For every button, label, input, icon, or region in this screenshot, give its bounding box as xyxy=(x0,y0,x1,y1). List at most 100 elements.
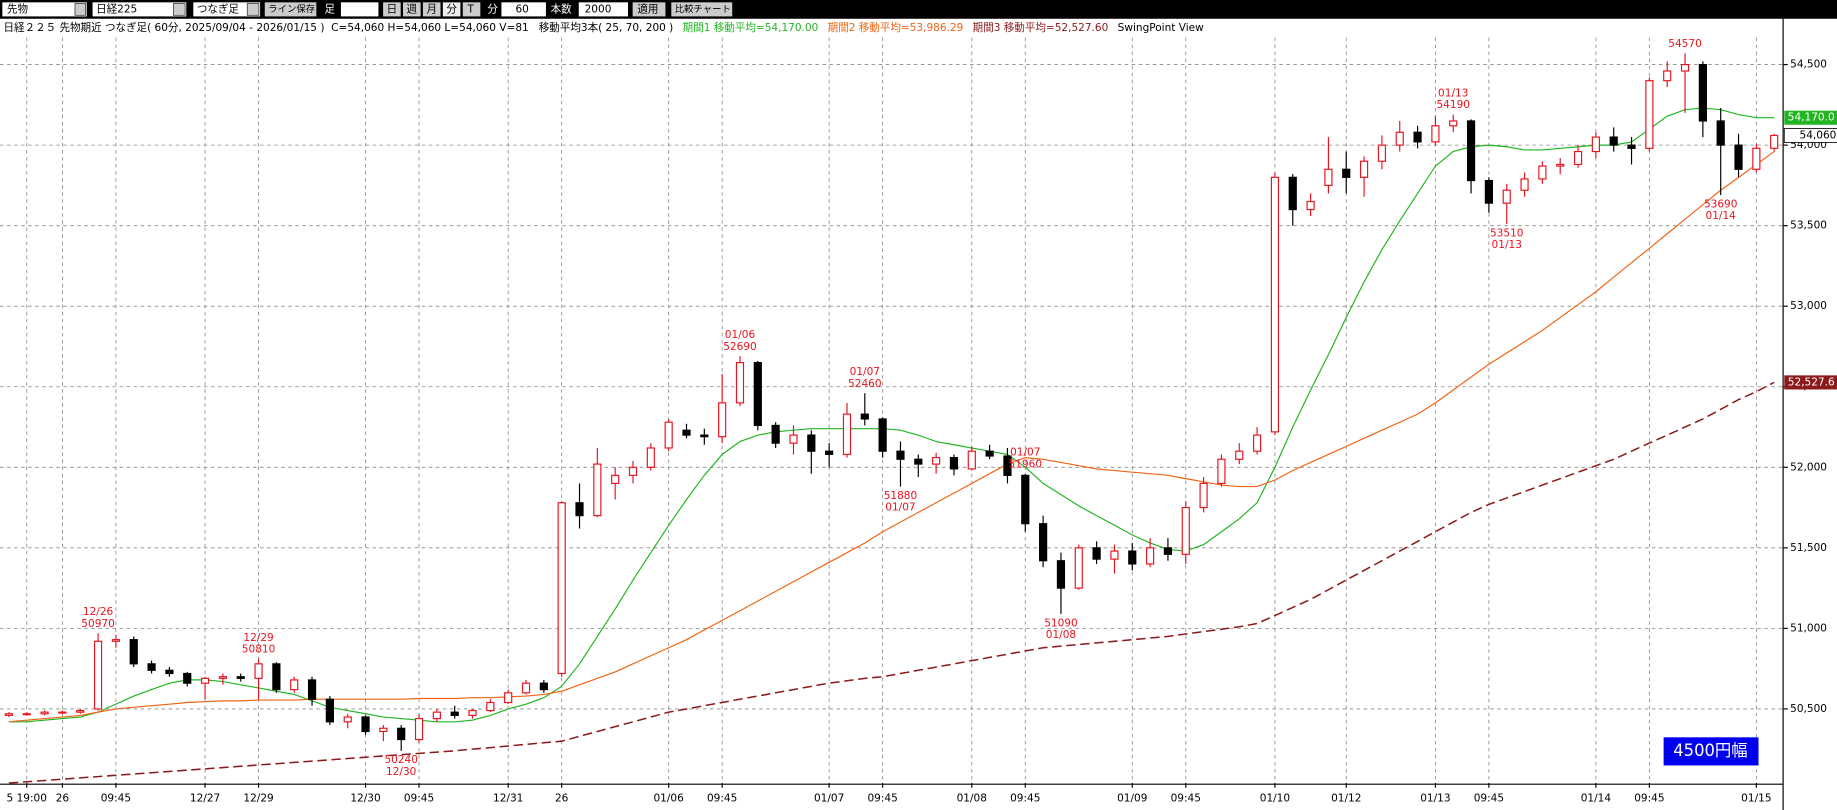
candle-body xyxy=(325,698,334,723)
candle-body xyxy=(1663,70,1672,82)
y-tick-label: 51,500 xyxy=(1790,542,1827,554)
candle-body xyxy=(664,421,673,449)
candle-body xyxy=(611,474,620,484)
swing-value: 51960 xyxy=(1009,458,1043,470)
candles xyxy=(4,53,1779,751)
x-tick-label: 01/15 xyxy=(1741,792,1771,804)
candle-body xyxy=(1342,168,1351,178)
candle-body xyxy=(1431,125,1440,143)
dropdown[interactable] xyxy=(74,3,86,16)
y-tick-label: 53,500 xyxy=(1790,220,1827,232)
save-button[interactable] xyxy=(264,2,317,17)
dropdown[interactable] xyxy=(246,3,260,16)
swing-value: 50240 xyxy=(384,754,418,766)
candle-body xyxy=(932,457,941,465)
candle-body xyxy=(1021,474,1030,525)
candle-body xyxy=(1573,150,1583,166)
candle-body xyxy=(593,463,602,517)
candle-body xyxy=(1217,458,1226,484)
x-tick-label: 09:45 xyxy=(101,792,131,804)
swing-date: 01/07 xyxy=(850,366,880,378)
candle-body xyxy=(111,639,121,642)
close-box xyxy=(1783,128,1837,143)
x-tick-label: 5 19:00 xyxy=(7,792,47,804)
week-button[interactable] xyxy=(403,2,421,17)
candle-body xyxy=(1591,136,1600,153)
x-tick-label: 01/08 xyxy=(957,792,987,804)
x-tick-label: 12/30 xyxy=(350,792,380,804)
x-tick-label: 01/13 xyxy=(1420,792,1450,804)
x-tick-label: 09:45 xyxy=(1634,792,1664,804)
x-tick-label: 09:45 xyxy=(404,792,434,804)
candle-body xyxy=(860,413,869,420)
candle-body xyxy=(22,713,31,716)
candle-body xyxy=(58,711,67,714)
candle-body xyxy=(914,458,923,465)
candle-body xyxy=(1449,120,1458,127)
axes: 50,50051,00051,50052,00052,50053,00053,5… xyxy=(7,59,1837,804)
mode-select[interactable] xyxy=(193,2,261,17)
y-tick-label: 53,000 xyxy=(1790,300,1827,312)
last-value-box xyxy=(1784,110,1837,125)
count-box[interactable] xyxy=(578,2,628,17)
candle-body xyxy=(236,676,245,679)
ma-line xyxy=(8,107,1775,723)
x-tick-label: 09:45 xyxy=(867,792,897,804)
candle-body xyxy=(1752,147,1761,170)
candle-body xyxy=(1627,144,1636,149)
symbol-select[interactable] xyxy=(92,2,187,17)
candle-body xyxy=(1377,144,1387,162)
candle-body xyxy=(1288,176,1297,211)
x-tick-label: 09:45 xyxy=(1010,792,1040,804)
candle-body xyxy=(967,450,976,470)
x-tick-label: 09:45 xyxy=(1474,792,1504,804)
candle-body xyxy=(682,429,691,436)
foot-box[interactable] xyxy=(340,2,379,17)
month-button[interactable] xyxy=(422,2,441,17)
minutes-box[interactable] xyxy=(501,2,546,17)
candle-body xyxy=(379,727,388,733)
swing-date: 01/07 xyxy=(1010,447,1040,459)
swing-date: 01/08 xyxy=(1046,629,1076,641)
swing-date: 01/06 xyxy=(725,329,756,341)
close-label: 54,060 xyxy=(1800,129,1837,141)
candle-body xyxy=(1252,434,1262,452)
y-tick-label: 54,500 xyxy=(1790,59,1827,71)
candle-body xyxy=(450,711,459,716)
candle-body xyxy=(1680,63,1690,72)
x-tick-label: 01/14 xyxy=(1581,792,1612,804)
candle-body xyxy=(165,669,174,675)
minute-button[interactable] xyxy=(442,2,461,17)
tick-button[interactable] xyxy=(462,2,481,17)
candle-body xyxy=(1716,120,1725,146)
apply-button[interactable] xyxy=(632,2,666,17)
x-tick-label: 09:45 xyxy=(707,792,737,804)
dropdown[interactable] xyxy=(173,3,186,16)
swing-value: 52690 xyxy=(723,341,757,353)
swing-value: 51090 xyxy=(1044,617,1078,629)
candle-body xyxy=(896,450,905,460)
candle-body xyxy=(361,716,370,733)
x-tick-label: 01/10 xyxy=(1260,792,1290,804)
legend-entry: 期間2 移動平均=53,986.29 xyxy=(828,21,964,34)
candle-body xyxy=(1181,506,1190,555)
day-button[interactable] xyxy=(383,2,401,17)
candle-body xyxy=(1074,547,1083,589)
range-badge: 4500円幅 xyxy=(1673,741,1747,760)
market-select[interactable] xyxy=(2,2,87,17)
y-tick-label: 51,000 xyxy=(1790,622,1827,634)
count: 2000 xyxy=(585,3,612,15)
save: ライン保存 xyxy=(268,3,315,15)
range-badge-box xyxy=(1663,737,1759,766)
candle-body xyxy=(1698,63,1707,122)
candle-body xyxy=(825,450,834,455)
candle-body xyxy=(807,434,816,452)
y-tick-label: 52,000 xyxy=(1790,461,1827,473)
compare-button[interactable] xyxy=(671,2,733,17)
candle-body xyxy=(789,434,798,444)
candle-body xyxy=(718,402,727,438)
candle-body xyxy=(1128,550,1137,565)
x-tick-label: 01/06 xyxy=(653,792,684,804)
candle-body xyxy=(878,418,887,452)
foot-label: 足 xyxy=(325,3,336,15)
